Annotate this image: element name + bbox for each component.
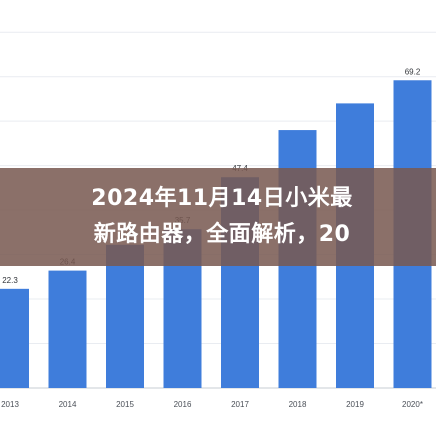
x-tick-label-2017: 2017 bbox=[231, 400, 249, 409]
x-tick-label-2014: 2014 bbox=[59, 400, 77, 409]
article-title: 2024年11月14日小米最 新路由器，全面解析，20 bbox=[91, 186, 353, 247]
article-title-banner[interactable]: 2024年11月14日小米最 新路由器，全面解析，20 bbox=[0, 168, 436, 266]
x-tick-label-2016: 2016 bbox=[174, 400, 192, 409]
bar-2013[interactable] bbox=[0, 288, 29, 388]
x-tick-label-2013: 2013 bbox=[1, 400, 19, 409]
x-tick-label-2015: 2015 bbox=[116, 400, 134, 409]
x-tick-label-2018: 2018 bbox=[289, 400, 307, 409]
x-tick-label-2019: 2019 bbox=[346, 400, 364, 409]
value-label-2020: 69.2 bbox=[405, 67, 421, 76]
x-tick-label-2020: 2020* bbox=[402, 400, 423, 409]
value-label-2013: 22.3 bbox=[2, 276, 18, 285]
bar-2015[interactable] bbox=[106, 244, 144, 388]
bar-2014[interactable] bbox=[48, 270, 87, 388]
